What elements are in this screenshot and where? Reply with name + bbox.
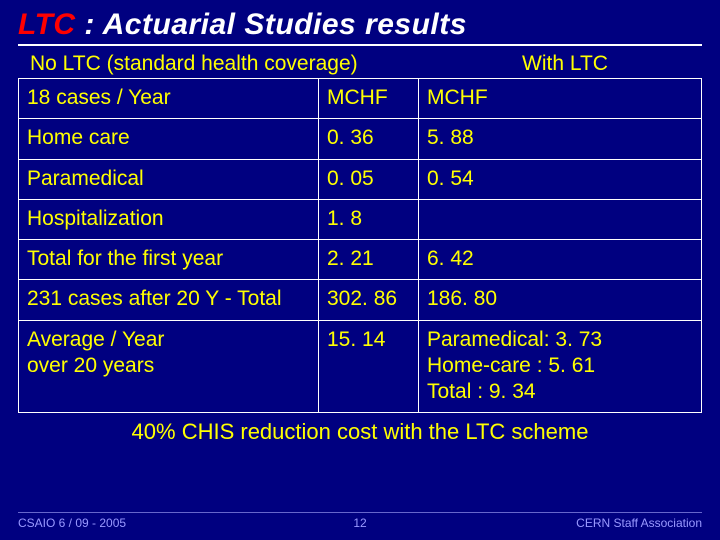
footer-right: CERN Staff Association (576, 516, 702, 530)
cell-with-ltc: 186. 80 (419, 280, 702, 320)
col-header-left: No LTC (standard health coverage) (18, 52, 428, 76)
table-row: Hospitalization 1. 8 (19, 199, 702, 239)
data-table: 18 cases / Year MCHF MCHF Home care 0. 3… (18, 78, 702, 413)
cell-no-ltc: 1. 8 (319, 199, 419, 239)
cell-label: Average / Year over 20 years (19, 320, 319, 413)
summary-text: 40% CHIS reduction cost with the LTC sch… (18, 419, 702, 445)
col-header-right: With LTC (428, 52, 702, 76)
cell-no-ltc: 2. 21 (319, 240, 419, 280)
cell-with-ltc: 6. 42 (419, 240, 702, 280)
cell-no-ltc: 0. 05 (319, 159, 419, 199)
footer-divider (18, 512, 702, 513)
title-underline (18, 44, 702, 46)
table-row: Total for the first year 2. 21 6. 42 (19, 240, 702, 280)
cell-label: Total for the first year (19, 240, 319, 280)
cell-with-ltc: MCHF (419, 79, 702, 119)
cell-with-ltc: 5. 88 (419, 119, 702, 159)
cell-with-ltc (419, 199, 702, 239)
column-headers: No LTC (standard health coverage) With L… (18, 52, 702, 76)
cell-label: 18 cases / Year (19, 79, 319, 119)
footer-row: CSAIO 6 / 09 - 2005 12 CERN Staff Associ… (18, 516, 702, 530)
table-row: Average / Year over 20 years 15. 14 Para… (19, 320, 702, 413)
table-row: 18 cases / Year MCHF MCHF (19, 79, 702, 119)
cell-no-ltc: 0. 36 (319, 119, 419, 159)
title-rest: : Actuarial Studies results (76, 8, 467, 41)
cell-no-ltc: 302. 86 (319, 280, 419, 320)
footer-left: CSAIO 6 / 09 - 2005 (18, 516, 126, 530)
footer-page: 12 (353, 516, 366, 530)
footer: CSAIO 6 / 09 - 2005 12 CERN Staff Associ… (18, 512, 702, 530)
title-ltc: LTC (18, 8, 76, 41)
cell-label: Paramedical (19, 159, 319, 199)
cell-with-ltc: Paramedical: 3. 73 Home-care : 5. 61 Tot… (419, 320, 702, 413)
cell-no-ltc: MCHF (319, 79, 419, 119)
cell-label: Hospitalization (19, 199, 319, 239)
slide-title: LTC : Actuarial Studies results (18, 8, 702, 42)
cell-label: Home care (19, 119, 319, 159)
table-row: Paramedical 0. 05 0. 54 (19, 159, 702, 199)
cell-no-ltc: 15. 14 (319, 320, 419, 413)
slide: LTC : Actuarial Studies results No LTC (… (0, 0, 720, 540)
table-row: Home care 0. 36 5. 88 (19, 119, 702, 159)
cell-with-ltc: 0. 54 (419, 159, 702, 199)
cell-label: 231 cases after 20 Y - Total (19, 280, 319, 320)
table-row: 231 cases after 20 Y - Total 302. 86 186… (19, 280, 702, 320)
